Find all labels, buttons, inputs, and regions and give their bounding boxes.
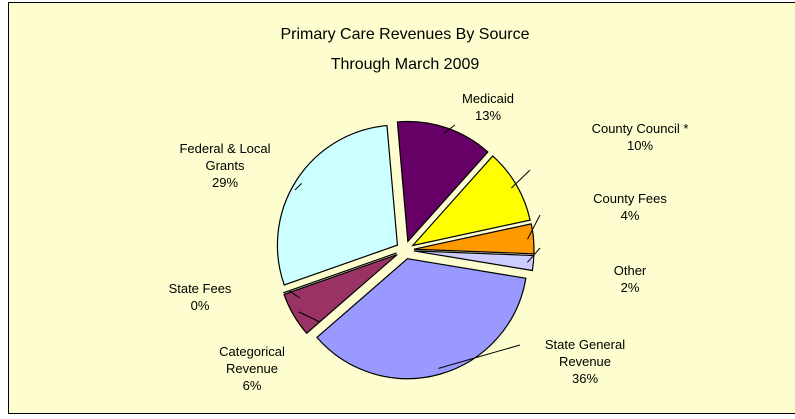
leader-line [294,183,302,191]
data-label: Medicaid 13% [433,90,543,124]
slice-value: 0% [190,298,210,313]
leader-line [526,247,541,263]
leader-line [510,169,531,189]
pie-slice [283,253,398,335]
slice-value: 13% [474,108,502,123]
slice-name: County Fees [593,191,667,206]
chart-title: Primary Care Revenues By Source Through … [280,26,530,73]
pie-slice [276,124,399,286]
leader-line [298,311,321,323]
leader-line [527,214,541,240]
slice-name: Medicaid [461,91,515,106]
slice-name: Categorical Revenue [219,344,285,376]
data-label: Categorical Revenue 6% [197,343,307,394]
data-label: State General Revenue 36% [520,336,650,387]
data-label: Other 2% [600,262,660,296]
leader-line [288,290,301,299]
slice-name: State General Revenue [544,337,626,369]
slice-value: 4% [620,208,640,223]
slice-name: Federal & Local Grants [179,141,271,173]
data-label: County Council * 10% [575,120,705,154]
slice-name: Other [613,263,647,278]
slice-value: 36% [571,371,599,386]
data-label: State Fees 0% [155,280,245,314]
slice-value: 29% [211,175,239,190]
slice-name: State Fees [168,281,232,296]
slice-value: 10% [626,138,654,153]
leader-line [438,344,521,369]
pie-slice [396,120,489,243]
pie-slice [411,155,531,247]
slice-value: 6% [242,378,262,393]
leader-line [443,124,456,134]
data-label: County Fees 4% [575,190,685,224]
pie-slice [413,223,535,255]
data-label: Federal & Local Grants 29% [160,140,290,191]
pie-slice [316,258,527,380]
slice-value: 2% [620,280,640,295]
slice-name: County Council * [591,121,689,136]
